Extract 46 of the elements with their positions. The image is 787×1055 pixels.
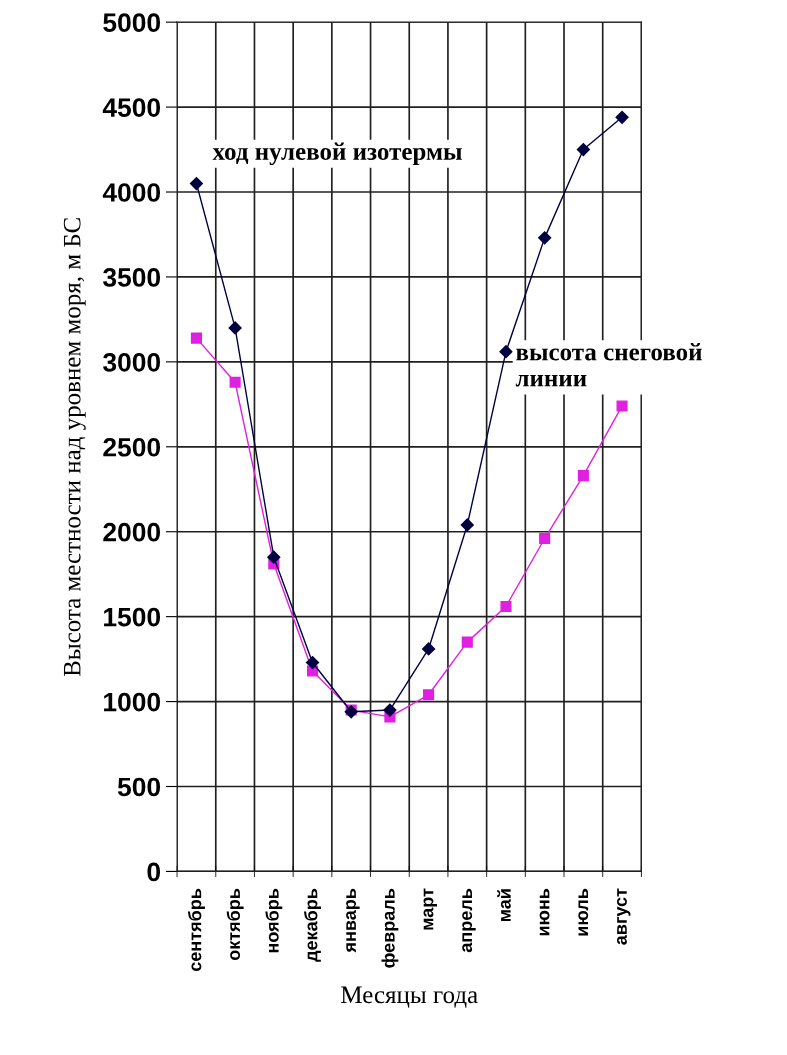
point (421, 642, 436, 656)
y-tick-label: 1000 (104, 692, 161, 712)
point (189, 176, 204, 191)
point (423, 689, 435, 701)
point (190, 332, 202, 344)
point (460, 518, 474, 532)
point (539, 532, 551, 545)
y-tick-label: 4500 (102, 98, 161, 117)
x-tick-label: февраль (381, 888, 399, 968)
y-tick-label: 3500 (103, 268, 161, 287)
y-tick-label: 2000 (103, 522, 161, 542)
y-tick-label: 1500 (104, 607, 161, 627)
y-axis-title: Высота местности над уровнем моря, м БС (63, 218, 86, 677)
x-tick-label: октябрь (226, 888, 244, 961)
point (305, 655, 320, 670)
point (383, 703, 397, 717)
point (576, 142, 590, 157)
point (499, 345, 513, 359)
x-tick-label: ноябрь (265, 888, 283, 953)
point (267, 550, 281, 564)
y-tick-label: 3000 (103, 353, 161, 372)
y-tick-label: 500 (117, 777, 161, 797)
x-tick-label: январь (346, 888, 360, 953)
x-tick-label: июнь (539, 888, 550, 936)
x-tick-label: май (497, 889, 511, 922)
x-tick-label: апрель (462, 888, 476, 953)
annotation: ход нулевой изотермы (212, 142, 462, 166)
x-tick-label: август (617, 888, 631, 945)
x-tick-label: сентябрь (187, 888, 205, 972)
point (229, 376, 241, 388)
y-tick-label: 5000 (103, 13, 161, 32)
y-tick-label: 4000 (102, 183, 161, 202)
point (500, 600, 512, 613)
x-tick-label: июль (578, 888, 589, 936)
point (616, 400, 628, 412)
y-tick-label: 2500 (103, 437, 161, 457)
point (461, 636, 473, 648)
x-axis-title: Месяцы года (341, 986, 478, 1008)
annotation: высота снеговой линии (515, 343, 702, 387)
point (538, 231, 552, 245)
x-tick-label: декабрь (304, 888, 321, 962)
point (615, 110, 629, 124)
x-tick-label: март (423, 888, 437, 930)
y-tick-label: 0 (147, 862, 161, 882)
point (577, 470, 589, 482)
point (228, 321, 242, 335)
